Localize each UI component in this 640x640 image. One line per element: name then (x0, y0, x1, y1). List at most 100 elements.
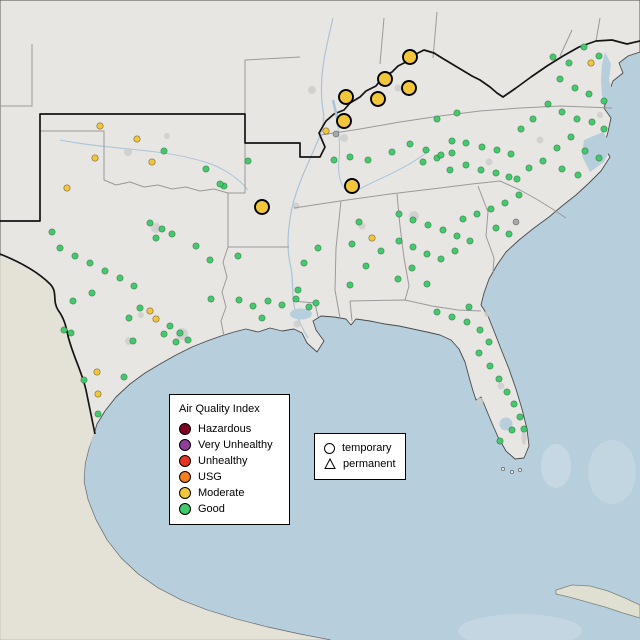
station-good (513, 175, 521, 183)
station-good (520, 425, 528, 433)
legend-label-permanent: permanent (343, 458, 396, 470)
station-good (305, 303, 313, 311)
station-good (501, 199, 509, 207)
station-good (505, 173, 513, 181)
station-good (258, 314, 266, 322)
station-good (330, 156, 338, 164)
permanent-triangle-icon (324, 458, 336, 469)
legend-item-good: Good (179, 501, 280, 517)
unhealthy-swatch-icon (179, 455, 191, 467)
station-good (581, 147, 589, 155)
station-good (422, 146, 430, 154)
marker-type-legend: temporary permanent (314, 433, 406, 480)
station-moderate-temporary (254, 199, 270, 215)
urban-areas (124, 84, 603, 445)
station-good (129, 337, 137, 345)
station-good (465, 303, 473, 311)
station-good (492, 169, 500, 177)
chesapeake-bay (601, 52, 614, 106)
station-good (529, 115, 537, 123)
station-good (448, 137, 456, 145)
station-good (346, 153, 354, 161)
station-good (451, 247, 459, 255)
station-good (80, 376, 88, 384)
station-good (485, 338, 493, 346)
station-good (409, 216, 417, 224)
station-good (395, 237, 403, 245)
station-good (544, 100, 552, 108)
station-moderate (152, 315, 160, 323)
station-moderate (133, 135, 141, 143)
station-moderate-temporary (336, 113, 352, 129)
moderate-swatch-icon (179, 487, 191, 499)
station-good (453, 109, 461, 117)
station-good (234, 252, 242, 260)
legend-item-unhealthy: Unhealthy (179, 453, 280, 469)
station-good (437, 151, 445, 159)
lakes (290, 308, 513, 431)
station-good (168, 230, 176, 238)
station-good (176, 329, 184, 337)
station-good (487, 205, 495, 213)
station-good (437, 255, 445, 263)
station-good (585, 90, 593, 98)
station-good (136, 304, 144, 312)
station-moderate (94, 390, 102, 398)
legend-label-very-unhealthy: Very Unhealthy (198, 439, 273, 451)
station-good (146, 219, 154, 227)
station-good (88, 289, 96, 297)
bays (582, 52, 614, 172)
station-good (486, 362, 494, 370)
usg-swatch-icon (179, 471, 191, 483)
station-good (116, 274, 124, 282)
shallow-water (458, 440, 636, 640)
station-moderate-temporary (344, 178, 360, 194)
station-good (478, 143, 486, 151)
legend-label-good: Good (198, 503, 225, 515)
station-good (56, 244, 64, 252)
legend-item-usg: USG (179, 469, 280, 485)
station-good (67, 329, 75, 337)
station-good (573, 115, 581, 123)
station-good (348, 240, 356, 248)
station-good (244, 157, 252, 165)
legend-label-moderate: Moderate (198, 487, 245, 499)
hazardous-swatch-icon (179, 423, 191, 435)
station-good (314, 244, 322, 252)
legend-label-temporary: temporary (342, 442, 392, 454)
station-moderate (368, 234, 376, 242)
lake-okeechobee (499, 417, 513, 431)
station-good (158, 225, 166, 233)
station-good (448, 313, 456, 321)
state-borders (0, 11, 613, 337)
legend-item-hazardous: Hazardous (179, 421, 280, 437)
lake-pontchartrain (290, 308, 312, 320)
station-good (476, 326, 484, 334)
station-moderate-temporary (370, 91, 386, 107)
rio-grande-border (0, 253, 96, 435)
station-good (125, 314, 133, 322)
station-good (406, 140, 414, 148)
station-good (463, 318, 471, 326)
station-good (553, 144, 561, 152)
station-moderate (587, 59, 595, 67)
station-good (558, 108, 566, 116)
station-good (395, 210, 403, 218)
station-good (300, 259, 308, 267)
station-good (294, 286, 302, 294)
station-good (408, 264, 416, 272)
station-good (503, 388, 511, 396)
station-good (574, 171, 582, 179)
station-good (101, 267, 109, 275)
station-good (152, 234, 160, 242)
legend-item-very-unhealthy: Very Unhealthy (179, 437, 280, 453)
station-good (517, 125, 525, 133)
station-good (235, 296, 243, 304)
station-good (549, 53, 557, 61)
station-moderate (93, 368, 101, 376)
station-good (516, 413, 524, 421)
station-good (525, 164, 533, 172)
station-good (192, 242, 200, 250)
station-good (216, 180, 224, 188)
